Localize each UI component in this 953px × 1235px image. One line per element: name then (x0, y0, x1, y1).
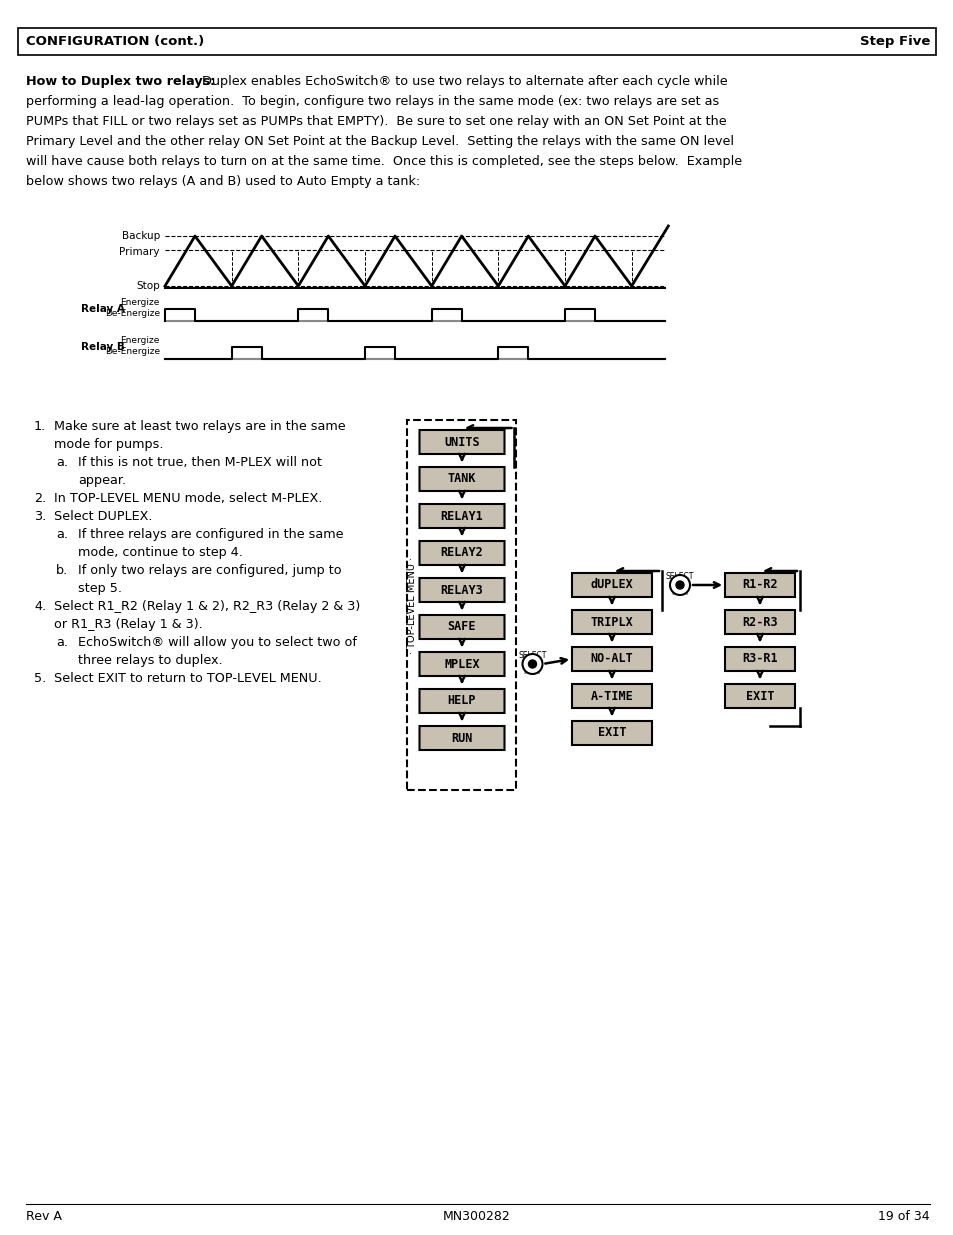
FancyBboxPatch shape (572, 610, 651, 634)
Circle shape (676, 580, 683, 589)
FancyBboxPatch shape (419, 726, 504, 750)
Text: TANK: TANK (447, 473, 476, 485)
Text: 2.: 2. (34, 492, 46, 505)
Text: Backup: Backup (122, 231, 160, 241)
Text: R1-R2: R1-R2 (741, 578, 777, 592)
Text: mode, continue to step 4.: mode, continue to step 4. (78, 546, 243, 559)
Text: or R1_R3 (Relay 1 & 3).: or R1_R3 (Relay 1 & 3). (54, 618, 203, 631)
Text: dUPLEX: dUPLEX (590, 578, 633, 592)
Text: b.: b. (56, 564, 69, 577)
Text: Primary: Primary (119, 247, 160, 257)
FancyBboxPatch shape (419, 615, 504, 638)
Text: TRIPLX: TRIPLX (590, 615, 633, 629)
FancyBboxPatch shape (419, 689, 504, 713)
Bar (407, 420, 516, 790)
FancyBboxPatch shape (419, 504, 504, 529)
Text: Relay B: Relay B (81, 342, 125, 352)
Text: EchoSwitch® will allow you to select two of: EchoSwitch® will allow you to select two… (78, 636, 356, 650)
Text: FAST: FAST (523, 667, 541, 676)
Text: mode for pumps.: mode for pumps. (54, 438, 163, 451)
Text: NO-ALT: NO-ALT (590, 652, 633, 666)
Text: If this is not true, then M-PLEX will not: If this is not true, then M-PLEX will no… (78, 456, 322, 469)
FancyBboxPatch shape (419, 652, 504, 676)
Text: EXIT: EXIT (598, 726, 625, 740)
Text: Make sure at least two relays are in the same: Make sure at least two relays are in the… (54, 420, 345, 433)
Text: Step Five: Step Five (859, 35, 929, 48)
Text: Select DUPLEX.: Select DUPLEX. (54, 510, 152, 522)
Text: De-Energize: De-Energize (105, 309, 160, 317)
Circle shape (669, 576, 689, 595)
Text: MN300282: MN300282 (442, 1210, 511, 1223)
Text: will have cause both relays to turn on at the same time.  Once this is completed: will have cause both relays to turn on a… (26, 156, 741, 168)
FancyBboxPatch shape (419, 430, 504, 454)
Text: RELAY1: RELAY1 (440, 510, 483, 522)
Text: In TOP-LEVEL MENU mode, select M-PLEX.: In TOP-LEVEL MENU mode, select M-PLEX. (54, 492, 322, 505)
Text: performing a lead-lag operation.  To begin, configure two relays in the same mod: performing a lead-lag operation. To begi… (26, 95, 719, 107)
FancyBboxPatch shape (419, 578, 504, 601)
FancyBboxPatch shape (572, 647, 651, 671)
Text: HELP: HELP (447, 694, 476, 708)
Text: RUN: RUN (451, 731, 472, 745)
Text: 1.: 1. (34, 420, 46, 433)
Text: appear.: appear. (78, 474, 126, 487)
Text: 4.: 4. (34, 600, 46, 613)
FancyBboxPatch shape (724, 684, 794, 708)
FancyBboxPatch shape (419, 467, 504, 492)
FancyBboxPatch shape (572, 573, 651, 597)
Text: below shows two relays (A and B) used to Auto Empty a tank:: below shows two relays (A and B) used to… (26, 175, 420, 188)
Text: SAFE: SAFE (447, 620, 476, 634)
FancyBboxPatch shape (572, 684, 651, 708)
FancyBboxPatch shape (724, 647, 794, 671)
Text: FAST: FAST (670, 588, 688, 597)
Text: A-TIME: A-TIME (590, 689, 633, 703)
Text: step 5.: step 5. (78, 582, 122, 595)
Text: CONFIGURATION (cont.): CONFIGURATION (cont.) (26, 35, 204, 48)
Text: How to Duplex two relays:: How to Duplex two relays: (26, 75, 215, 88)
FancyBboxPatch shape (419, 541, 504, 564)
Text: three relays to duplex.: three relays to duplex. (78, 655, 222, 667)
Text: Stop: Stop (136, 282, 160, 291)
Text: EXIT: EXIT (745, 689, 774, 703)
Text: a.: a. (56, 529, 68, 541)
Text: Relay A: Relay A (81, 304, 125, 314)
Text: Select EXIT to return to TOP-LEVEL MENU.: Select EXIT to return to TOP-LEVEL MENU. (54, 672, 321, 685)
Text: SELECT: SELECT (665, 572, 694, 580)
Text: MPLEX: MPLEX (444, 657, 479, 671)
Text: If only two relays are configured, jump to: If only two relays are configured, jump … (78, 564, 341, 577)
Text: · TOP-LEVEL MENU ·: · TOP-LEVEL MENU · (407, 557, 417, 653)
Text: 19 of 34: 19 of 34 (878, 1210, 929, 1223)
Text: If three relays are configured in the same: If three relays are configured in the sa… (78, 529, 343, 541)
Text: UNITS: UNITS (444, 436, 479, 448)
Text: RELAY3: RELAY3 (440, 583, 483, 597)
Text: 3.: 3. (34, 510, 46, 522)
Circle shape (528, 659, 536, 668)
Text: Energize: Energize (120, 298, 160, 308)
Text: R3-R1: R3-R1 (741, 652, 777, 666)
Text: RELAY2: RELAY2 (440, 547, 483, 559)
Text: R2-R3: R2-R3 (741, 615, 777, 629)
Text: Duplex enables EchoSwitch® to use two relays to alternate after each cycle while: Duplex enables EchoSwitch® to use two re… (193, 75, 727, 88)
Bar (18, 28, 935, 56)
FancyBboxPatch shape (724, 573, 794, 597)
Circle shape (522, 655, 542, 674)
FancyBboxPatch shape (724, 610, 794, 634)
Text: Select R1_R2 (Relay 1 & 2), R2_R3 (Relay 2 & 3): Select R1_R2 (Relay 1 & 2), R2_R3 (Relay… (54, 600, 360, 613)
Text: Energize: Energize (120, 336, 160, 345)
Text: 5.: 5. (34, 672, 46, 685)
Text: SELECT: SELECT (517, 651, 546, 659)
FancyBboxPatch shape (572, 721, 651, 745)
Text: a.: a. (56, 636, 68, 650)
Text: a.: a. (56, 456, 68, 469)
Text: Rev A: Rev A (26, 1210, 62, 1223)
Text: PUMPs that FILL or two relays set as PUMPs that EMPTY).  Be sure to set one rela: PUMPs that FILL or two relays set as PUM… (26, 115, 726, 128)
Text: Primary Level and the other relay ON Set Point at the Backup Level.  Setting the: Primary Level and the other relay ON Set… (26, 135, 733, 148)
Text: De-Energize: De-Energize (105, 347, 160, 356)
